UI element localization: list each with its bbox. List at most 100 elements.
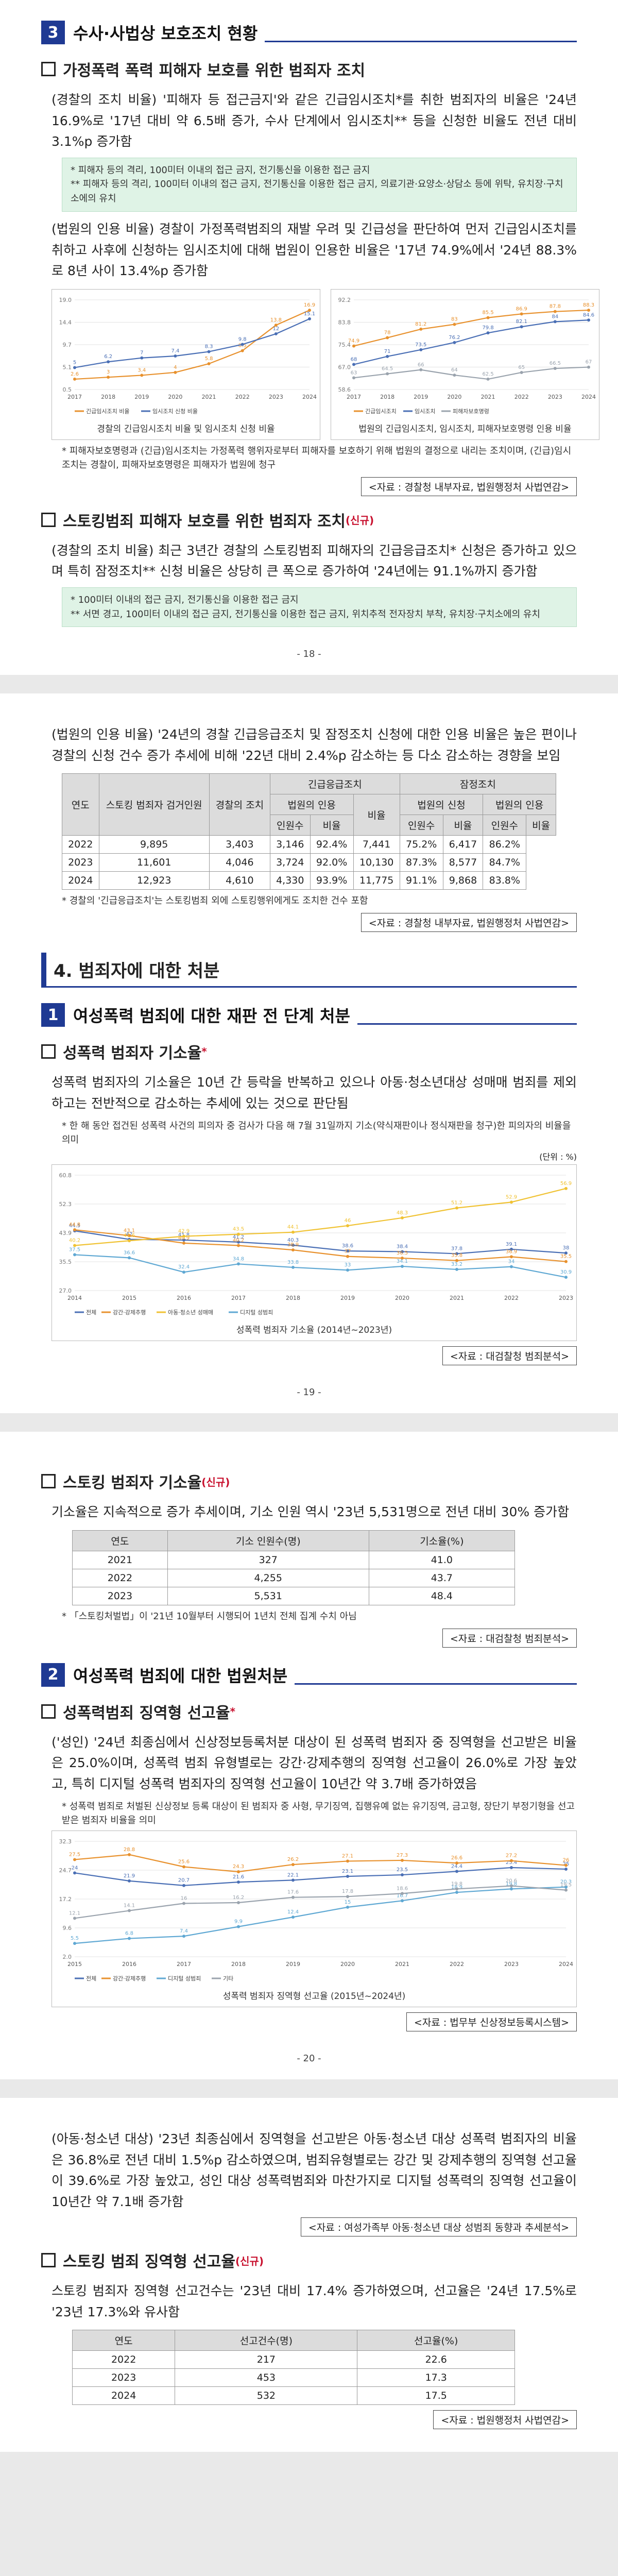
data-point [182,1239,185,1242]
data-point [455,1252,458,1256]
data-label: 5.8 [205,356,213,362]
th-apply: 법원의 신청 [399,794,484,816]
data-point [510,1255,513,1259]
table-header-cell: 기소율(%) [368,1530,516,1551]
data-label: 36.9 [506,1249,517,1255]
checkbox-square-icon [41,1474,56,1489]
source-label: <자료 : 경찰청 내부자료, 법원행정처 사법연감> [41,913,577,933]
table-cell: 86.2% [483,835,527,854]
legend-label: 전체 [86,1975,96,1982]
legend-label: 디지털 성범죄 [168,1975,201,1982]
data-label: 27.2 [506,1853,517,1859]
data-label: 7 [140,350,143,355]
data-label: 48.3 [397,1210,408,1216]
data-label: 43.5 [233,1227,244,1232]
table-header-cell: 선고건수(명) [175,2330,358,2351]
section-title: 수사·사법상 보호조치 현황 [73,24,258,43]
data-point [455,1861,458,1865]
table-cell: 84.7% [483,853,527,872]
line-chart: 27.0 35.5 43.9 52.3 60.8 2014 2015 2016 2017 2018… [59,1172,574,1316]
data-label: 85.5 [482,310,493,315]
data-label: 66.5 [550,361,561,366]
y-tick-label: 35.5 [59,1259,72,1265]
table-row: 2021 327 41.0 [72,1550,516,1569]
y-tick-label: 83.8 [338,319,351,326]
data-point [128,1256,131,1260]
th-provisional: 잠정조치 [399,773,557,795]
x-tick-label: 2021 [202,394,216,400]
data-label: 67 [586,359,592,365]
data-point [241,343,244,346]
data-label: 26.6 [451,1856,462,1861]
data-label: 74.9 [348,338,359,344]
table-cell: 87.3% [399,853,443,872]
data-label: 8.3 [205,344,213,349]
data-point [510,1859,513,1863]
paragraph: (법원의 인용 비율) '24년의 경찰 긴급응급조치 및 잠정조치 신청에 대… [52,727,577,763]
table-cell: 41.0 [368,1550,516,1569]
table-cell: 217 [175,2350,358,2369]
data-point [291,1248,295,1252]
chapter-heading: 4. 범죄자에 대한 처분 [41,953,577,988]
table-cell: 92.0% [310,853,354,872]
data-label: 22.1 [287,1873,299,1878]
stalking-measures-table: 연도 스토킹 범죄자 검거인원 경찰의 조치 긴급응급조치 잠정조치 법원의 인… [62,773,557,890]
data-point [352,363,355,366]
data-point [401,1265,404,1268]
data-point [455,1887,458,1891]
data-label: 36.6 [124,1250,135,1256]
th-count: 인원수 [399,815,443,836]
data-label: 36.5 [397,1250,408,1256]
page-21: (아동·청소년 대상) '23년 최종심에서 징역형을 선고받은 아동·청소년 … [0,2098,618,2452]
data-point [455,1207,458,1210]
data-label: 84 [552,314,558,319]
data-point [564,1864,568,1868]
paragraph: 스토킹 범죄자 징역형 선고건수는 '23년 대비 17.4% 증가하였으며, … [52,2283,577,2319]
table-cell: 2024 [72,2386,176,2405]
data-point [182,1865,185,1869]
table-cell: 22.6 [357,2350,515,2369]
data-point [587,365,590,369]
data-point [107,360,110,363]
paragraph: (아동·청소년 대상) '23년 최종심에서 징역형을 선고받은 아동·청소년 … [52,2131,577,2209]
subheading-text: 스토킹 범죄 징역형 선고율 [63,2253,235,2272]
series-line [353,309,589,347]
data-label: 19.5 [560,1883,572,1888]
data-point [510,1866,513,1870]
subheading: 스토킹 범죄 징역형 선고율 (신규) [41,2249,577,2272]
data-point [73,1942,76,1945]
data-point [564,1276,568,1279]
x-tick-label: 2019 [134,394,149,400]
data-point [587,308,590,312]
data-point [520,312,523,316]
table-cell: 11,775 [353,871,400,890]
footnote-box: * 100미터 이내의 접근 금지, 전기통신을 이용한 접근 금지 ** 서면… [62,587,577,628]
data-label: 34.8 [233,1257,244,1262]
table-cell: 2022 [72,1568,168,1587]
table-cell: 92.4% [310,835,354,854]
data-point [564,1889,568,1892]
chart-police-measures: 0.5 5.1 9.7 14.4 19.0 2017 2018 2019 2020 2021 202… [52,289,320,440]
data-point [401,1257,404,1260]
source-label: <자료 : 대검찰청 범죄분석> [41,1628,577,1648]
x-tick-label: 2022 [504,1295,519,1301]
page-19: (법원의 인용 비율) '24년의 경찰 긴급응급조치 및 잠정조치 신청에 대… [0,693,618,1414]
x-tick-label: 2020 [447,394,461,400]
paragraph: 성폭력 범죄자의 기소율은 10년 간 등락을 반복하고 있으나 아동·청소년대… [52,1075,577,1111]
data-point [346,1249,349,1253]
data-label: 16.9 [304,302,315,308]
data-point [274,323,278,327]
section-rule [265,41,577,42]
data-point [241,349,244,352]
x-tick-label: 2024 [559,1961,573,1968]
data-label: 24.4 [451,1864,462,1870]
x-tick-label: 2018 [101,394,115,400]
section-number: 3 [41,21,65,44]
data-point [352,344,355,348]
series-line [74,1854,566,1873]
stalking-indictment-table: 연도 기소 인원수(명) 기소율(%) 2021 327 41.0 2022 4,255 43… [72,1530,516,1605]
table-header-cell: 기소 인원수(명) [167,1530,369,1551]
data-label: 2.6 [71,371,79,377]
data-label: 7.4 [171,348,179,354]
x-tick-label: 2021 [395,1961,409,1968]
